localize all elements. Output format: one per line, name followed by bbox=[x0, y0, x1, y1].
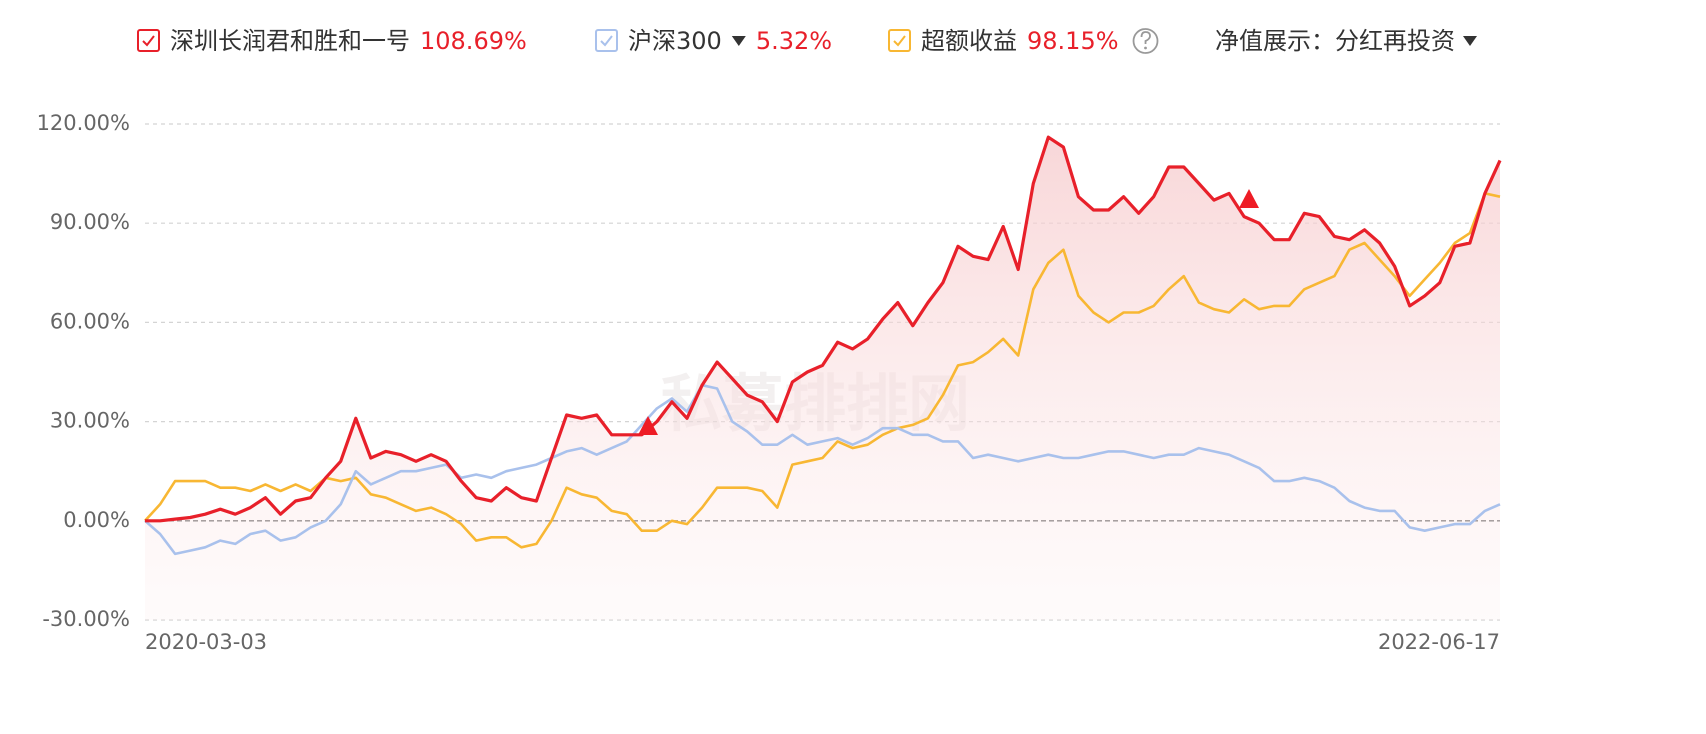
line bbox=[144, 383, 1501, 556]
legend-checkbox bbox=[137, 29, 160, 52]
y-tick-label: 0.00% bbox=[63, 508, 130, 532]
dropdown-arrow bbox=[731, 36, 746, 46]
legend-value: 5.32% bbox=[756, 27, 832, 55]
area bbox=[145, 137, 1500, 620]
x-tick-label: 2022-06-17 bbox=[1378, 630, 1500, 654]
line bbox=[145, 135, 1502, 523]
y-tick-label: -30.00% bbox=[42, 607, 130, 631]
check-mark bbox=[600, 35, 613, 47]
legend-checkbox bbox=[888, 29, 911, 52]
y-tick-label: 120.00% bbox=[37, 111, 130, 135]
legend-value: 98.15% bbox=[1027, 27, 1119, 55]
help-glyph bbox=[1140, 31, 1151, 44]
event-marker bbox=[638, 416, 658, 435]
legend-label: 深圳长润君和胜和一号 bbox=[170, 27, 410, 55]
y-tick-label: 30.00% bbox=[50, 409, 130, 433]
legend-item[interactable]: 深圳长润君和胜和一号 108.69% bbox=[137, 27, 527, 55]
check-mark bbox=[142, 35, 155, 47]
x-tick-label: 2020-03-03 bbox=[145, 630, 267, 654]
check-mark bbox=[893, 35, 906, 47]
legend-checkbox bbox=[595, 29, 618, 52]
help-dot bbox=[1144, 46, 1147, 50]
legend: 深圳长润君和胜和一号 108.69% 沪深300 5.32% 超额收益 98.15% 净值展… bbox=[137, 27, 1477, 55]
dropdown-arrow[interactable] bbox=[1463, 36, 1477, 46]
plot-area: 私募排排网-30.00%0.00%30.00%60.00%90.00%120.0… bbox=[37, 111, 1502, 654]
y-tick-label: 90.00% bbox=[50, 210, 130, 234]
display-mode[interactable]: 净值展示：分红再投资 bbox=[1215, 27, 1455, 55]
line bbox=[144, 192, 1501, 549]
legend-value: 108.69% bbox=[420, 27, 527, 55]
legend-item[interactable]: 超额收益 98.15% bbox=[888, 27, 1159, 55]
legend-label: 超额收益 bbox=[921, 27, 1017, 55]
y-tick-label: 60.00% bbox=[50, 309, 130, 333]
legend-item[interactable]: 沪深300 5.32% bbox=[595, 27, 832, 55]
legend-label: 沪深300 bbox=[628, 27, 722, 55]
event-marker bbox=[1239, 189, 1259, 208]
help-icon bbox=[1132, 28, 1159, 54]
